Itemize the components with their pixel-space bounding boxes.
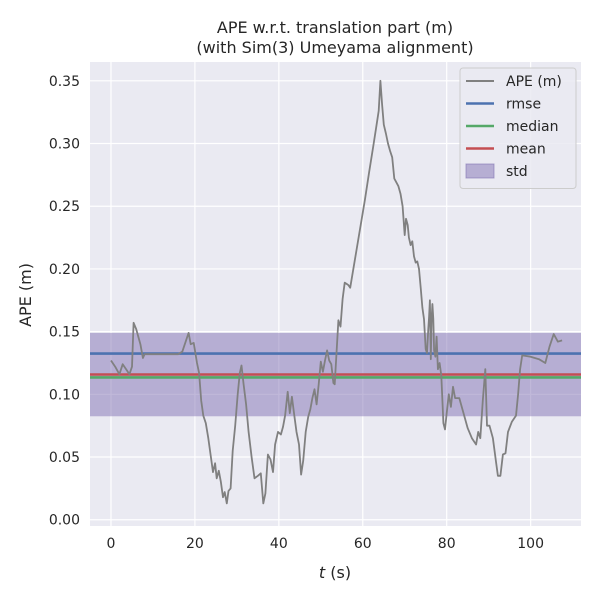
y-axis-label: APE (m) (16, 263, 35, 327)
y-tick-label: 0.30 (49, 137, 80, 153)
x-tick-label: 20 (186, 536, 204, 552)
x-tick-label: 0 (107, 536, 116, 552)
y-tick-label: 0.20 (49, 262, 80, 278)
legend-swatch-std (465, 163, 495, 179)
x-axis-label-unit: (s) (330, 563, 351, 582)
legend-label: mean (506, 142, 546, 158)
chart-subtitle: (with Sim(3) Umeyama alignment) (196, 38, 473, 57)
legend-label: APE (m) (506, 74, 562, 90)
x-tick-label: 100 (517, 536, 544, 552)
x-tick-label: 60 (354, 536, 372, 552)
y-tick-label: 0.00 (49, 513, 80, 529)
x-axis-label-var: t (319, 563, 326, 582)
legend-label: std (506, 164, 528, 180)
legend-label: median (506, 119, 558, 135)
x-axis-label: t (s) (319, 563, 351, 582)
y-tick-label: 0.05 (49, 450, 80, 466)
y-tick-label: 0.35 (49, 74, 80, 90)
y-tick-label: 0.15 (49, 325, 80, 341)
legend-label: rmse (506, 97, 541, 113)
x-tick-label: 80 (438, 536, 456, 552)
y-tick-label: 0.10 (49, 387, 80, 403)
chart-title: APE w.r.t. translation part (m) (217, 18, 453, 37)
ape-series-line (110, 79, 563, 505)
y-tick-label: 0.25 (49, 199, 80, 215)
x-tick-label: 40 (270, 536, 288, 552)
legend-box (459, 67, 577, 189)
